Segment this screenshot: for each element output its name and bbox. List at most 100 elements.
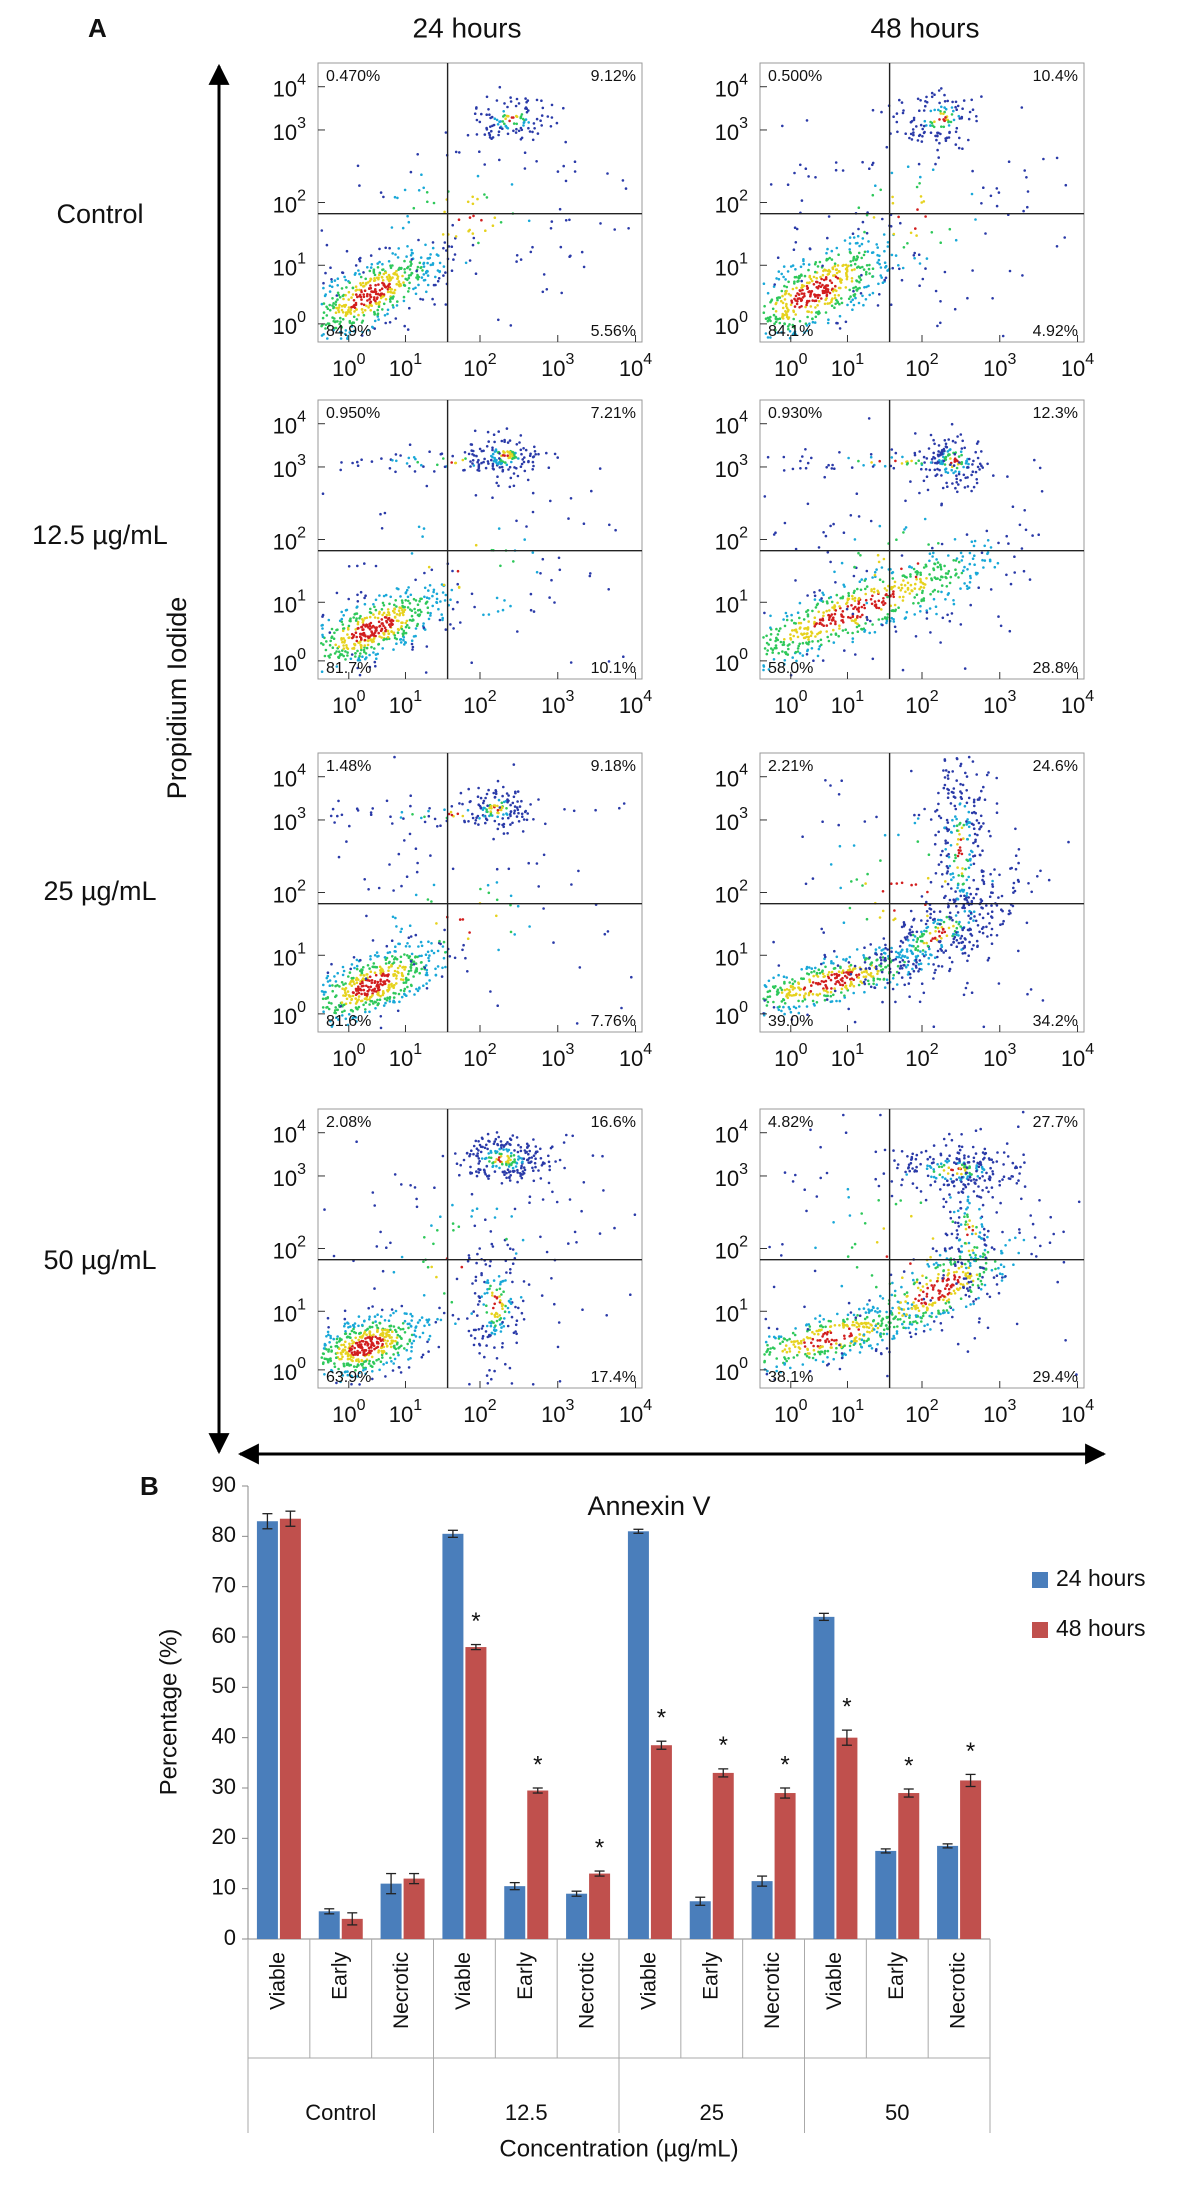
event-dot — [496, 805, 499, 808]
tick-base: 10 — [1061, 356, 1085, 381]
tick-exponent: 4 — [643, 1041, 652, 1058]
event-dot — [955, 931, 958, 934]
event-dot — [840, 297, 843, 300]
event-dot — [380, 1015, 383, 1018]
event-dot — [805, 467, 808, 470]
event-dot — [809, 981, 812, 984]
event-dot — [810, 984, 813, 987]
event-dot — [969, 111, 972, 114]
event-dot — [841, 971, 844, 974]
event-dot — [341, 618, 344, 621]
event-dot — [513, 485, 516, 488]
event-dot — [622, 655, 625, 658]
event-dot — [834, 285, 837, 288]
event-dot — [346, 998, 349, 1001]
event-dot — [1025, 176, 1028, 179]
event-dot — [960, 463, 963, 466]
event-dot — [865, 298, 868, 301]
event-dot — [971, 948, 974, 951]
event-dot — [955, 239, 958, 242]
event-dot — [975, 893, 978, 896]
event-dot — [824, 303, 827, 306]
event-dot — [827, 551, 830, 554]
event-dot — [966, 568, 969, 571]
event-dot — [857, 460, 860, 463]
event-dot — [967, 463, 970, 466]
event-dot — [856, 492, 859, 495]
event-dot — [1012, 887, 1015, 890]
event-dot — [441, 975, 444, 978]
event-dot — [844, 982, 847, 985]
event-dot — [579, 966, 582, 969]
event-dot — [880, 953, 883, 956]
event-dot — [791, 978, 794, 981]
event-dot — [570, 497, 573, 500]
event-dot — [918, 968, 921, 971]
event-dot — [881, 218, 884, 221]
event-dot — [1048, 879, 1051, 882]
event-dot — [478, 150, 481, 153]
event-dot — [381, 263, 384, 266]
tick-label: 104 — [273, 72, 306, 102]
event-dot — [341, 309, 344, 312]
event-dot — [824, 956, 827, 959]
event-dot — [386, 800, 389, 803]
event-dot — [492, 224, 495, 227]
event-dot — [403, 953, 406, 956]
event-dot — [897, 264, 900, 267]
event-dot — [358, 992, 361, 995]
event-dot — [438, 277, 441, 280]
event-dot — [895, 538, 898, 541]
event-dot — [914, 583, 917, 586]
event-dot — [896, 983, 899, 986]
event-dot — [859, 968, 862, 971]
event-dot — [892, 115, 895, 118]
event-dot — [948, 771, 951, 774]
event-dot — [1014, 828, 1017, 831]
event-dot — [426, 645, 429, 648]
event-dot — [838, 605, 841, 608]
event-dot — [853, 236, 856, 239]
event-dot — [336, 284, 339, 287]
event-dot — [900, 965, 903, 968]
event-dot — [989, 835, 992, 838]
event-dot — [775, 310, 778, 313]
event-dot — [954, 487, 957, 490]
event-dot — [990, 934, 993, 937]
event-dot — [809, 275, 812, 278]
event-dot — [873, 591, 876, 594]
event-dot — [945, 769, 948, 772]
event-dot — [369, 270, 372, 273]
tick-exponent: 1 — [297, 250, 306, 267]
event-dot — [959, 925, 962, 928]
event-dot — [351, 653, 354, 656]
event-dot — [384, 286, 387, 289]
event-dot — [445, 628, 448, 631]
event-dot — [340, 611, 343, 614]
event-dot — [495, 793, 498, 796]
event-dot — [322, 984, 325, 987]
event-dot — [379, 995, 382, 998]
event-dot — [838, 303, 841, 306]
event-dot — [403, 839, 406, 842]
event-dot — [354, 655, 357, 658]
event-dot — [975, 773, 978, 776]
event-dot — [353, 613, 356, 616]
event-dot — [533, 610, 536, 613]
event-dot — [391, 252, 394, 255]
event-dot — [550, 579, 553, 582]
event-dot — [925, 468, 928, 471]
event-dot — [776, 318, 779, 321]
event-dot — [371, 982, 374, 985]
event-dot — [423, 626, 426, 629]
event-dot — [369, 302, 372, 305]
tick-label: 101 — [715, 250, 748, 280]
event-dot — [925, 954, 928, 957]
event-dot — [769, 990, 772, 993]
event-dot — [415, 270, 418, 273]
event-dot — [388, 283, 391, 286]
event-dot — [896, 121, 899, 124]
event-dot — [902, 669, 905, 672]
event-dot — [932, 552, 935, 555]
event-dot — [767, 292, 770, 295]
